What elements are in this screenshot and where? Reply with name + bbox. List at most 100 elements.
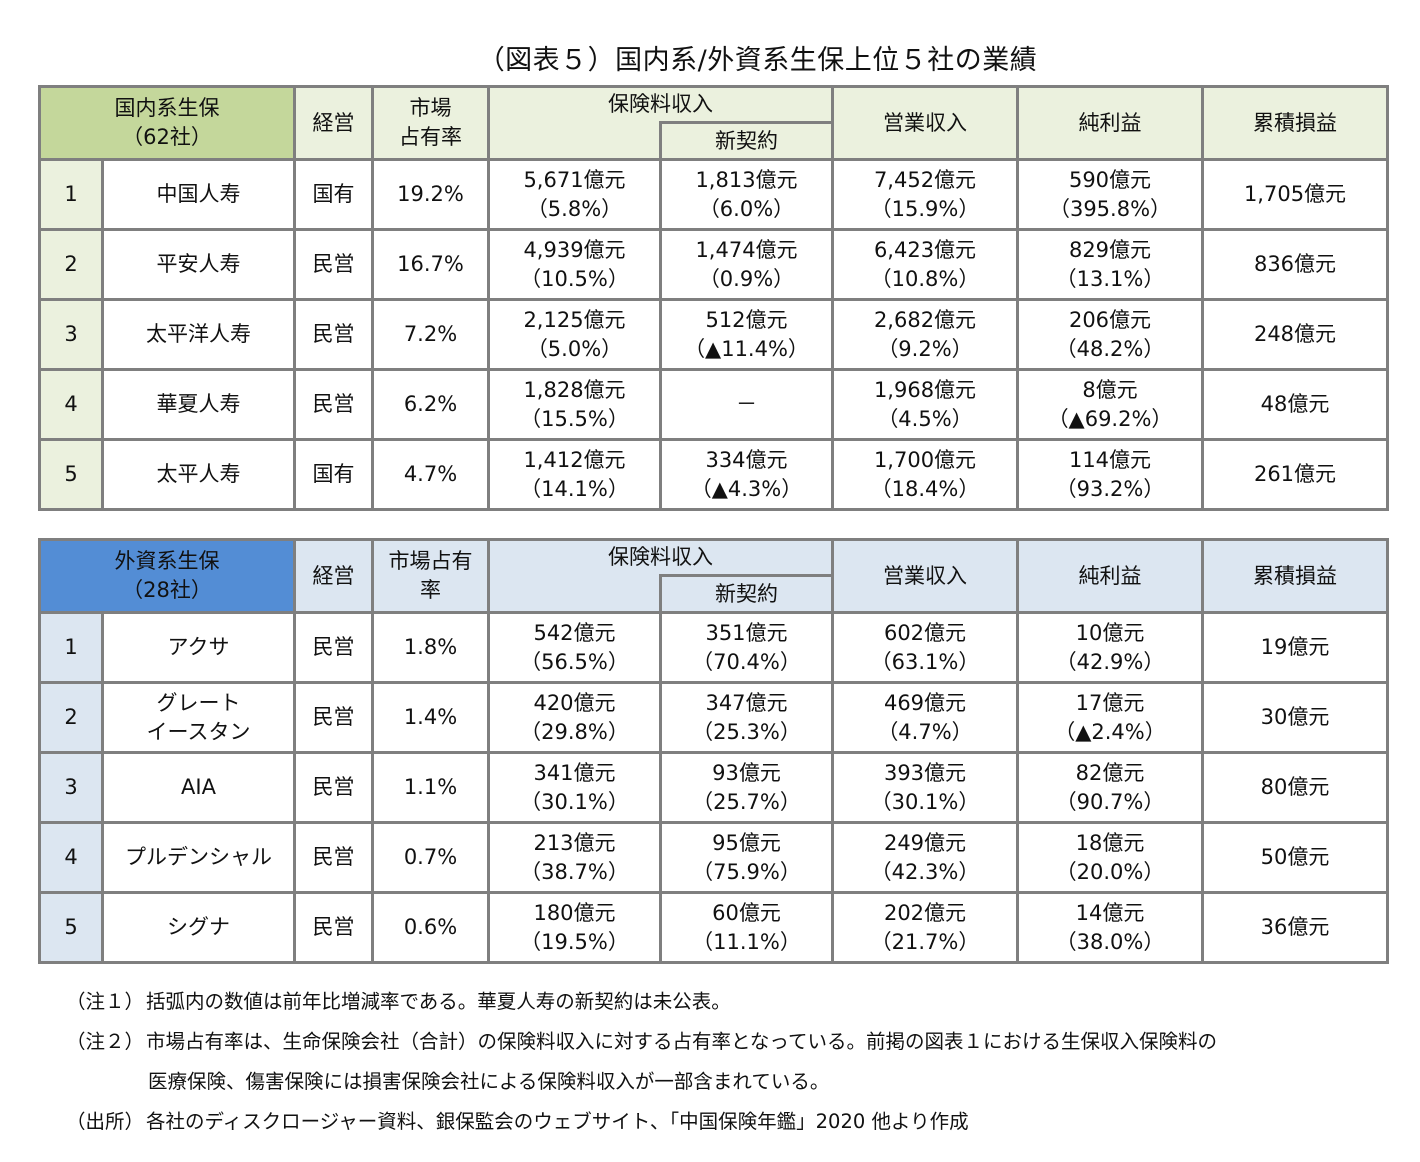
market-share-cell: 4.7%	[371, 438, 490, 511]
new-contracts-cell: 1,813億元 （6.0%）	[659, 158, 834, 231]
market-share-header: 市場 占有率	[371, 85, 490, 161]
operating-revenue-cell: 602億元 （63.1%）	[831, 611, 1019, 684]
new-contracts-cell: 347億元 （25.3%）	[659, 681, 834, 754]
accumulated-pl-cell: 36億元	[1201, 891, 1389, 964]
market-share-cell: 6.2%	[371, 368, 490, 441]
foreign-rows: 1 アクサ 民営 1.8% 542億元 （56.5%） 351億元 （70.4%） 602億元（…	[38, 611, 1389, 964]
accumulated-pl-cell: 1,705億元	[1201, 158, 1389, 231]
new-contracts-cell: 351億元 （70.4%）	[659, 611, 834, 684]
rank-cell: 2	[38, 228, 104, 301]
ownership-cell: 国有	[293, 158, 374, 231]
market-share-header: 市場占有 率	[371, 538, 490, 614]
company-name-cell: 華夏人寿	[101, 368, 296, 441]
market-share-cell: 0.6%	[371, 891, 490, 964]
rank-cell: 1	[38, 158, 104, 231]
table-row: 1 中国人寿 国有 19.2% 5,671億元 （5.8%） 1,813億元 （6.0%） 7,…	[38, 158, 1389, 231]
company-name-cell: 平安人寿	[101, 228, 296, 301]
ownership-header: 経営	[293, 538, 374, 614]
ownership-header: 経営	[293, 85, 374, 161]
premium-cell: 4,939億元 （10.5%）	[487, 228, 662, 301]
premium-cell: 1,828億元 （15.5%）	[487, 368, 662, 441]
premium-total-subheader	[487, 575, 662, 614]
company-name-cell: プルデンシャル	[101, 821, 296, 894]
premium-cell: 542億元 （56.5%）	[487, 611, 662, 684]
accumulated-pl-header: 累積損益	[1201, 538, 1389, 614]
rank-cell: 1	[38, 611, 104, 684]
market-share-cell: 0.7%	[371, 821, 490, 894]
accumulated-pl-cell: 836億元	[1201, 228, 1389, 301]
operating-revenue-header: 営業収入	[831, 538, 1019, 614]
rank-cell: 5	[38, 438, 104, 511]
accumulated-pl-cell: 50億元	[1201, 821, 1389, 894]
new-contracts-cell: 60億元 （11.1%）	[659, 891, 834, 964]
operating-revenue-cell: 6,423億元 （10.8%）	[831, 228, 1019, 301]
operating-revenue-cell: 202億元 （21.7%）	[831, 891, 1019, 964]
rank-cell: 2	[38, 681, 104, 754]
company-name-cell: 中国人寿	[101, 158, 296, 231]
company-name-cell: 太平洋人寿	[101, 298, 296, 371]
net-profit-cell: 206億元 （48.2%）	[1016, 298, 1204, 371]
premium-total-subheader	[487, 122, 662, 161]
net-profit-cell: 8億元 （▲69.2%）	[1016, 368, 1204, 441]
accumulated-pl-cell: 80億元	[1201, 751, 1389, 824]
market-share-cell: 19.2%	[371, 158, 490, 231]
table-row: 2 グレート イースタン 民営 1.4% 420億元 （29.8%） 347億元 （25.3%）…	[38, 681, 1389, 754]
net-profit-cell: 114億元 （93.2%）	[1016, 438, 1204, 511]
table-row: 5 シグナ 民営 0.6% 180億元 （19.5%） 60億元 （11.1%） 202億元 （2…	[38, 891, 1389, 964]
market-share-cell: 1.1%	[371, 751, 490, 824]
table-row: 5 太平人寿 国有 4.7% 1,412億元 （14.1%） 334億元 （▲4.3%） 1,7…	[38, 438, 1389, 511]
premium-header: 保険料収入	[487, 538, 834, 576]
premium-cell: 213億元 （38.7%）	[487, 821, 662, 894]
new-contracts-cell: －	[659, 368, 834, 441]
new-contracts-cell: 512億元 （▲11.4%）	[659, 298, 834, 371]
operating-revenue-header: 営業収入	[831, 85, 1019, 161]
table-row: 1 アクサ 民営 1.8% 542億元 （56.5%） 351億元 （70.4%） 602億元（…	[38, 611, 1389, 684]
table-row: 4 華夏人寿 民営 6.2% 1,828億元 （15.5%）－ 1,968億元 （4.5%） 8…	[38, 368, 1389, 441]
premium-cell: 180億元 （19.5%）	[487, 891, 662, 964]
group-header: 外資系生保 （28社）	[38, 538, 296, 614]
market-share-cell: 16.7%	[371, 228, 490, 301]
rank-cell: 3	[38, 751, 104, 824]
domestic-rows: 1 中国人寿 国有 19.2% 5,671億元 （5.8%） 1,813億元 （6.0%） 7,…	[38, 158, 1389, 511]
net-profit-cell: 590億元 （395.8%）	[1016, 158, 1204, 231]
company-name-cell: グレート イースタン	[101, 681, 296, 754]
net-profit-cell: 829億元 （13.1%）	[1016, 228, 1204, 301]
new-contracts-cell: 93億元 （25.7%）	[659, 751, 834, 824]
ownership-cell: 民営	[293, 891, 374, 964]
net-profit-header: 純利益	[1016, 538, 1204, 614]
ownership-cell: 民営	[293, 611, 374, 684]
net-profit-cell: 10億元 （42.9%）	[1016, 611, 1204, 684]
market-share-cell: 7.2%	[371, 298, 490, 371]
footnote-2: （注２） 市場占有率は、生命保険会社（合計）の保険料収入に対する占有率となっている…	[66, 1030, 1217, 1053]
accumulated-pl-header: 累積損益	[1201, 85, 1389, 161]
source-note: （出所） 各社のディスクロージャー資料、銀保監会のウェブサイト、「中国保険年鑑」2…	[66, 1110, 969, 1133]
market-share-cell: 1.8%	[371, 611, 490, 684]
footnotes: （注１） 括弧内の数値は前年比増減率である。華夏人寿の新契約は未公表。 （注２）市…	[66, 982, 1217, 1142]
premium-cell: 420億元 （29.8%）	[487, 681, 662, 754]
premium-cell: 5,671億元 （5.8%）	[487, 158, 662, 231]
net-profit-cell: 14億元 （38.0%）	[1016, 891, 1204, 964]
group-header: 国内系生保 （62社）	[38, 85, 296, 161]
company-name-cell: 太平人寿	[101, 438, 296, 511]
rank-cell: 3	[38, 298, 104, 371]
table-row: 3 太平洋人寿 民営 7.2% 2,125億元 （5.0%） 512億元 （▲11.4%） 2,…	[38, 298, 1389, 371]
accumulated-pl-cell: 48億元	[1201, 368, 1389, 441]
ownership-cell: 民営	[293, 298, 374, 371]
accumulated-pl-cell: 30億元	[1201, 681, 1389, 754]
company-name-cell: アクサ	[101, 611, 296, 684]
premium-cell: 341億元 （30.1%）	[487, 751, 662, 824]
footnote-1: （注１） 括弧内の数値は前年比増減率である。華夏人寿の新契約は未公表。	[66, 990, 731, 1013]
figure-title: （図表５）国内系/外資系生保上位５社の業績	[477, 45, 1038, 76]
operating-revenue-cell: 2,682億元 （9.2%）	[831, 298, 1019, 371]
ownership-cell: 民営	[293, 368, 374, 441]
domestic-insurers-table: 国内系生保 （62社） 経営 市場 占有率 保険料収入 営業収入 純利益 累積損…	[38, 85, 1389, 511]
company-name-cell: シグナ	[101, 891, 296, 964]
company-name-cell: AIA	[101, 751, 296, 824]
new-contracts-cell: 95億元 （75.9%）	[659, 821, 834, 894]
table-row: 4 プルデンシャル 民営 0.7% 213億元 （38.7%） 95億元 （75.9%） 249…	[38, 821, 1389, 894]
premium-cell: 2,125億元 （5.0%）	[487, 298, 662, 371]
premium-header: 保険料収入	[487, 85, 834, 123]
accumulated-pl-cell: 19億元	[1201, 611, 1389, 684]
new-contracts-cell: 334億元 （▲4.3%）	[659, 438, 834, 511]
ownership-cell: 民営	[293, 681, 374, 754]
